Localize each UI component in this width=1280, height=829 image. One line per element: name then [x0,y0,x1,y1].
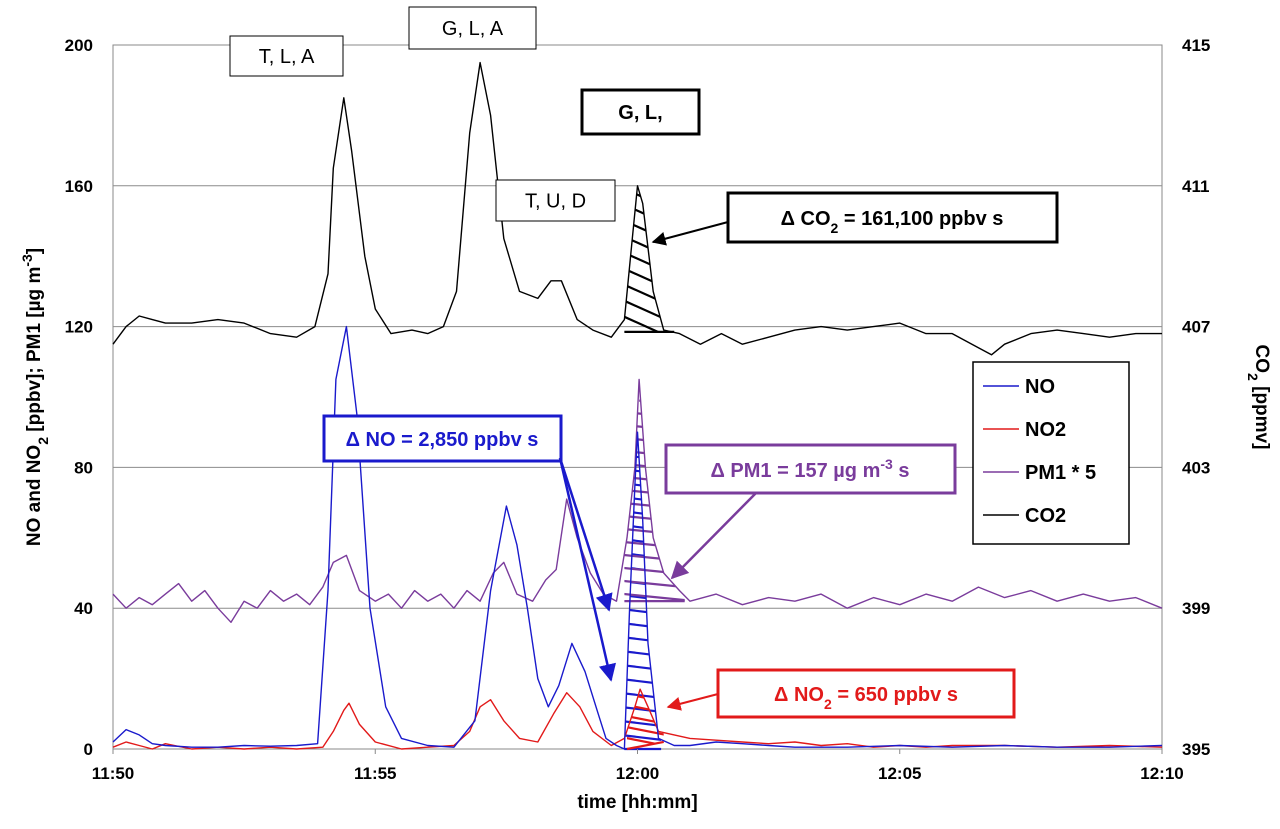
co2-annotation-arrow [651,221,729,246]
no2-area-hatch-line [627,714,664,748]
pm1-annotation-text-part: Δ PM1 = 157 µg m [711,460,881,482]
y-left-axis-title-part: [ppbv]; PM1 [µg m [24,267,45,437]
y-left-tick-label: 40 [74,599,93,618]
co2-area-hatch-line [624,240,675,320]
co2-annotation-box [726,191,1059,244]
annotations: Δ CO2 = 161,100 ppbv sΔ NO = 2,850 ppbv … [322,191,1059,719]
x-tick-label: 12:05 [878,764,921,783]
co2-area-hatch-line [624,288,675,333]
y-right-tick-label: 407 [1182,318,1210,337]
y-right-tick-label: 415 [1182,36,1210,55]
pm1-annotation-box [664,443,957,495]
no2-annotation-text-part: = 650 ppbv s [832,684,958,706]
x-axis-title: time [hh:mm] [577,792,697,813]
no-area-hatch-line [624,713,662,735]
event-label: T, L, A [259,46,315,68]
no2-annotation-text-part: Δ NO [774,684,824,706]
axes: 0 40 80 120 160 200 395 399 403 407 411 415 11:50 11:… [19,36,1272,813]
co2-annotation-text-part: 2 [831,220,839,236]
no-area-hatch-line [624,545,662,567]
event-label: T, U, D [525,191,586,213]
co2-annotation-text: Δ CO2 = 161,100 ppbv s [781,208,1004,236]
y-right-tick-label: 411 [1182,177,1209,196]
no2-area-hatch-line [627,703,664,737]
no-area-hatch-line [624,601,662,623]
y-left-axis-title-part: NO and NO [24,445,45,546]
no-area-hatch-line [624,629,662,651]
event-label: G, L, A [442,18,504,40]
legend-label: CO2 [1025,505,1066,527]
y-right-axis-title-part: [ppmv] [1251,381,1272,450]
pm1-annotation-text-part: s [893,460,910,482]
co2-annotation-text-part: Δ CO [781,208,831,230]
pm1-area-hatch-line [624,560,685,582]
x-tick-label: 11:50 [92,764,135,783]
x-tick-label: 11:55 [354,764,397,783]
y-right-tick-label: 403 [1182,458,1210,477]
pm1-area-hatch-line [624,573,685,595]
legend-label: NO [1025,376,1055,398]
no2-annotation-text: Δ NO2 = 650 ppbv s [774,684,958,712]
no-area-hatch-line [624,615,662,637]
y-right-axis-title-part: 2 [1245,373,1261,381]
y-right-tick-label: 399 [1182,599,1210,618]
pm1-area-hatch-line [624,547,685,569]
y-left-axis-title: NO and NO2 [ppbv]; PM1 [µg m-3] [19,248,51,546]
y-left-tick-label: 0 [84,740,93,759]
series-lines [112,61,1163,750]
no-area-hatch-line [624,587,662,609]
y-right-axis-title: CO2 [ppmv] [1245,345,1272,450]
no-area-hatch-line [624,643,662,665]
no2-annotation-box [716,668,1016,719]
no-area-hatch-line [624,699,662,721]
legend-box [972,361,1130,545]
no2-area-hatch-line [627,725,664,749]
y-left-tick-label: 200 [65,36,93,55]
no-area-hatch-line [624,727,662,749]
series-line-no [112,325,1163,750]
series-line-pm1-5 [112,378,1163,623]
event-label-box [408,6,537,50]
no2-area-hatch-line [627,692,664,726]
y-left-tick-label: 120 [65,318,93,337]
y-left-tick-label: 80 [74,458,93,477]
legend-label: NO2 [1025,419,1066,441]
no-annotation-arrow [558,457,613,612]
event-label-box [495,179,616,222]
pm1-annotation-arrow [670,492,757,580]
co2-area-hatch-line [624,256,675,333]
y-right-tick-label: 395 [1182,740,1210,759]
pm1-annotation-text: Δ PM1 = 157 µg m-3 s [711,456,910,482]
no2-annotation-text-part: 2 [824,696,832,712]
x-tick-label: 12:00 [616,764,659,783]
pm1-annotation-text-part: -3 [880,456,893,472]
no-annotation-box [322,414,563,463]
y-left-axis-title-part: -3 [19,254,35,267]
co2-annotation-text-part: = 161,100 ppbv s [838,208,1003,230]
no-area-hatch-line [624,657,662,679]
event-label-box [229,35,344,77]
pm1-area-hatch-line [624,586,685,602]
series-line-co2 [112,61,1162,356]
event-label: G, L, [618,102,662,124]
co2-area-hatch-line [624,272,675,333]
legend-label: PM1 * 5 [1025,462,1096,484]
no2-annotation-arrow [666,693,719,711]
y-left-axis-title-part: 2 [35,437,51,445]
no2-area-baseline [626,740,664,751]
y-left-tick-label: 160 [65,177,93,196]
no-area-hatch-line [624,531,662,553]
series-line-no2 [112,688,1163,750]
legend: NO NO2 PM1 * 5 CO2 [972,361,1130,545]
event-label-box [580,88,701,136]
y-left-axis-title-part: ] [24,248,45,254]
y-right-axis-title-part: CO [1251,345,1272,374]
pm1-area-hatch-line [624,534,685,556]
no-annotation-arrow [558,457,617,682]
no-annotation-text: Δ NO = 2,850 ppbv s [346,429,539,451]
x-tick-label: 12:10 [1140,764,1183,783]
event-labels: T, L, A G, L, A T, U, D G, L, [229,6,701,222]
no-area-hatch-line [624,671,662,693]
